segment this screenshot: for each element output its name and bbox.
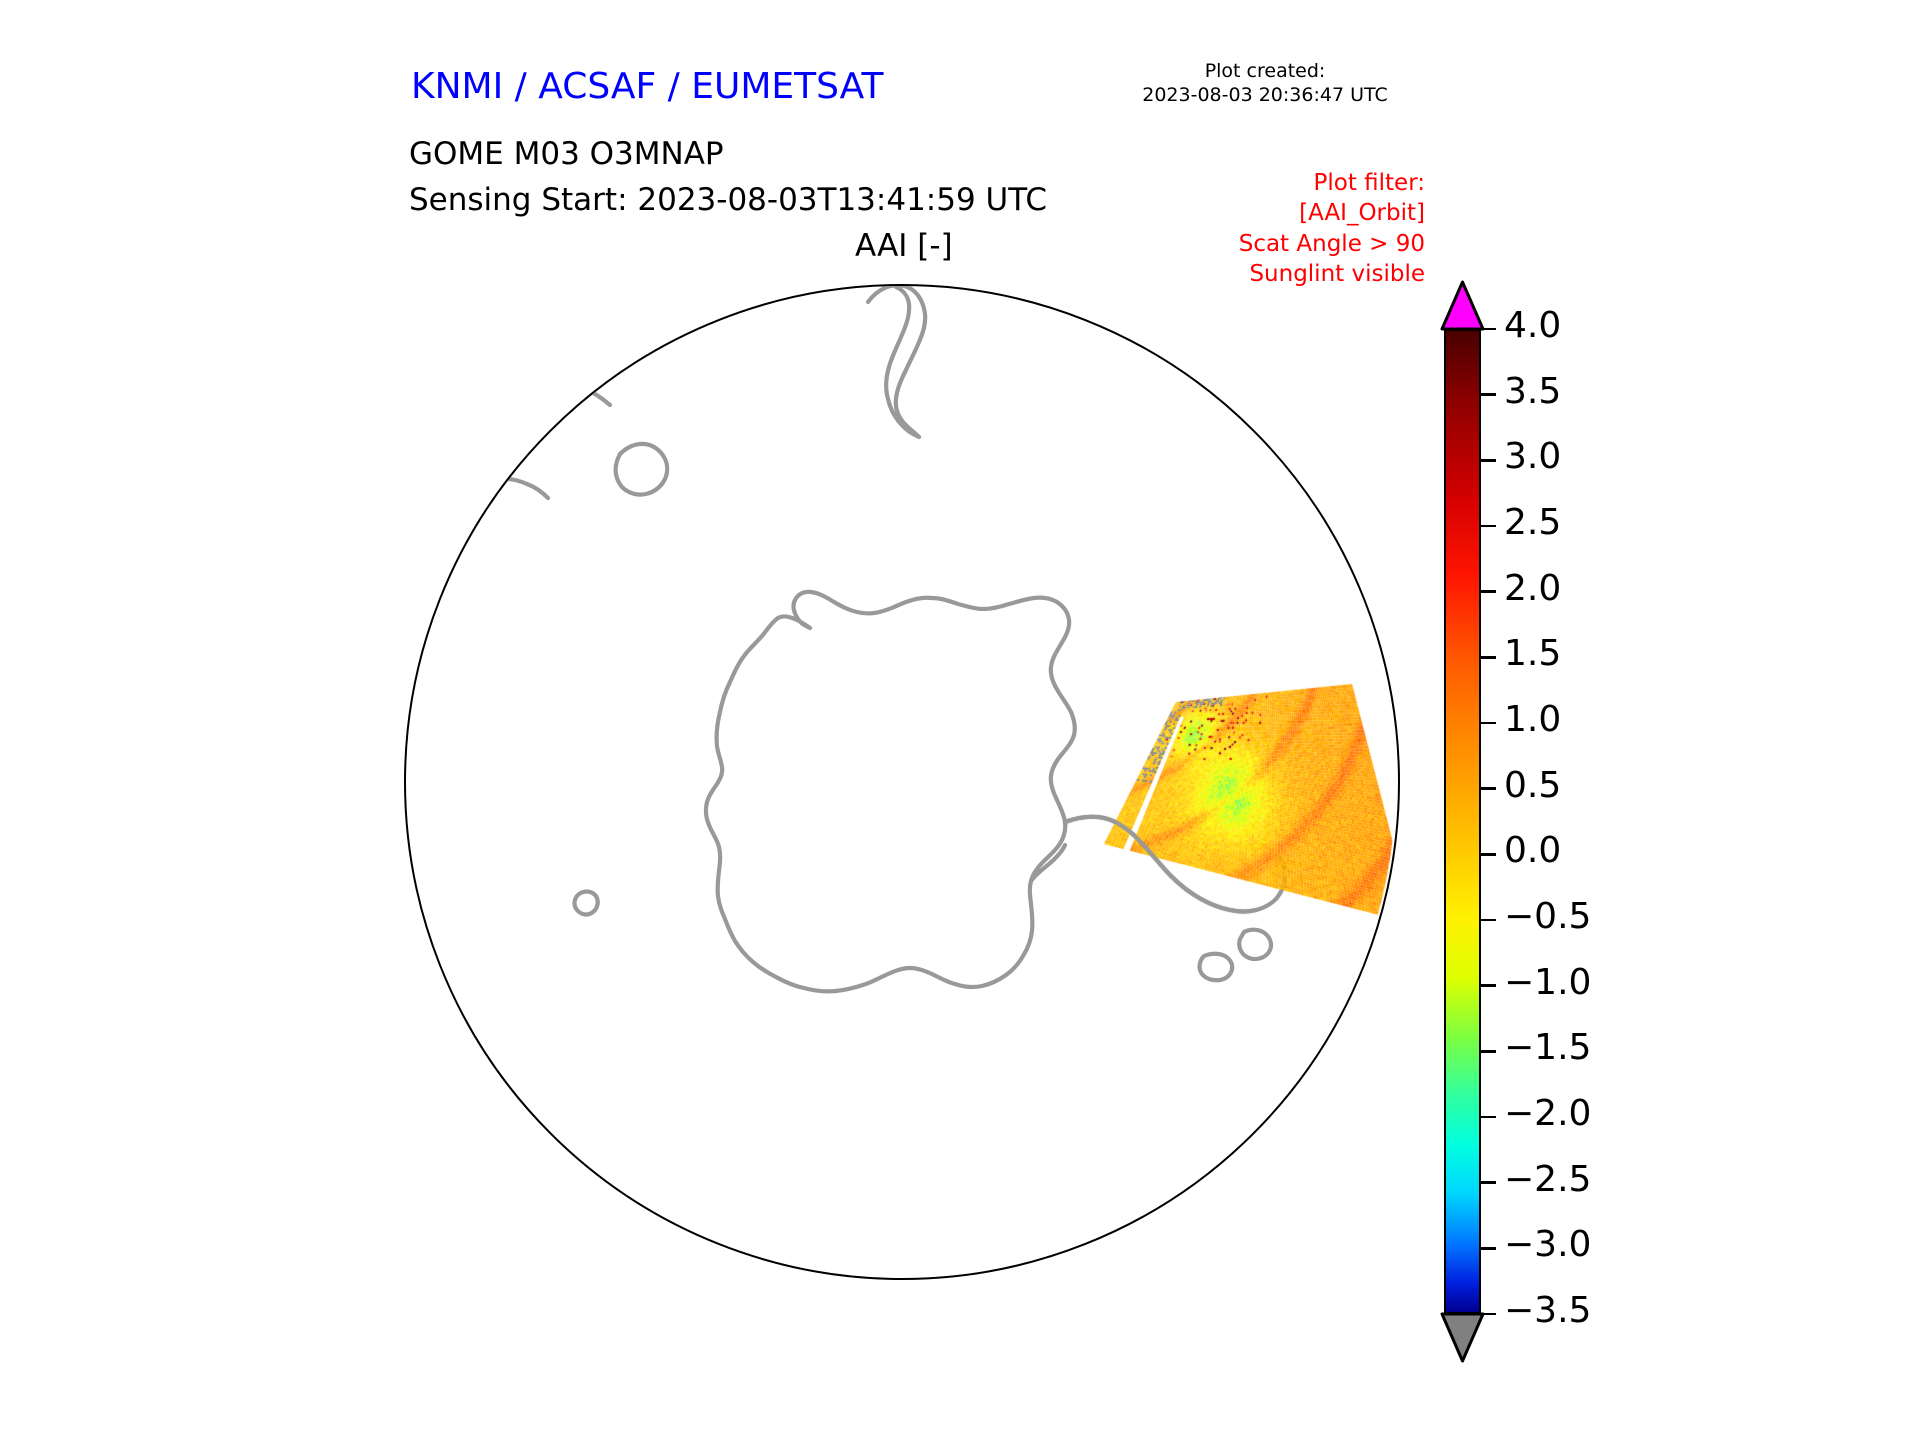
colorbar-tick-label: 3.0 — [1504, 436, 1562, 478]
south-coast-fragment — [511, 380, 613, 408]
colorbar-tick-label: −3.5 — [1504, 1290, 1592, 1331]
colorbar-tick-label: 3.5 — [1504, 370, 1562, 412]
colorbar-tick-mark — [1481, 1247, 1496, 1250]
plot-filter-line-2: Scat Angle > 90 — [1238, 230, 1425, 257]
antarctic-peninsula — [1062, 814, 1259, 914]
colorbar-tick-label: 2.0 — [1504, 567, 1562, 609]
colorbar-tick-mark — [1481, 853, 1496, 856]
new-zealand-east-coast — [884, 286, 922, 440]
colorbar-under-arrow — [1442, 1314, 1482, 1361]
colorbar-tick-label: 4.0 — [1504, 305, 1562, 346]
colorbar-tick-mark — [1481, 656, 1496, 659]
plot-filter-line-1: [AAI_Orbit] — [1299, 200, 1425, 227]
peninsula-islands — [1237, 927, 1274, 962]
colorbar-tick-label: 1.5 — [1504, 633, 1562, 675]
colorbar-tick-mark — [1481, 1115, 1496, 1119]
colorbar-tick-mark — [1481, 984, 1496, 987]
colorbar-tick-label: 0.5 — [1504, 764, 1562, 806]
antarctica-outline — [703, 589, 1077, 994]
plot-created-block: Plot created: 2023-08-03 20:36:47 UTC — [1105, 60, 1425, 108]
colorbar-tick-label: −0.5 — [1504, 896, 1592, 937]
product-label: GOME M03 O3MNAP — [409, 136, 724, 172]
coastlines — [463, 286, 1288, 994]
colorbar-tick-label: 2.5 — [1504, 502, 1562, 543]
colorbar-tick-mark — [1481, 459, 1496, 462]
plot-created-label: Plot created: — [1204, 60, 1326, 82]
tasmania-outline — [613, 441, 670, 497]
limb-coast-left — [463, 476, 551, 501]
colorbar-tick-label: 1.0 — [1504, 699, 1562, 740]
plot-filter-block: Plot filter: [AAI_Orbit] Scat Angle > 90… — [1105, 168, 1425, 289]
colorbar-over-arrow-outline — [1440, 280, 1485, 331]
colorbar-tick-mark — [1481, 590, 1496, 593]
colorbar-tick-label: −2.0 — [1504, 1093, 1592, 1134]
plot-filter-line-3: Sunglint visible — [1249, 261, 1425, 288]
colorbar-over-arrow — [1442, 282, 1482, 329]
colorbar-tick-mark — [1481, 918, 1496, 922]
plot-filter-line-0: Plot filter: — [1313, 170, 1425, 196]
colorbar-tick-label: 0.0 — [1504, 830, 1562, 872]
colorbar-tick-label: −1.5 — [1504, 1027, 1592, 1069]
new-zealand-south-island — [865, 286, 928, 440]
colorbar-under-arrow-outline — [1440, 1312, 1485, 1363]
colorbar-gradient — [1444, 329, 1481, 1314]
page-title: AAI [-] — [855, 228, 953, 264]
map-disc — [404, 284, 1400, 1280]
antarctic-inlet — [1028, 842, 1068, 884]
colorbar-tick-mark — [1481, 1050, 1496, 1053]
colorbar-tick-label: −3.0 — [1504, 1224, 1592, 1266]
colorbar-tick-mark — [1481, 1181, 1496, 1184]
south-shetland — [1197, 951, 1235, 983]
plot-created-time: 2023-08-03 20:36:47 UTC — [1142, 83, 1388, 106]
colorbar-tick-mark — [1481, 393, 1496, 396]
colorbar: 4.0 3.5 3.0 2.5 2.0 1.5 1.0 0.5 0.0 −0.5 −1.0 −1.5 −… — [1432, 280, 1732, 1363]
organisation-header: KNMI / ACSAF / EUMETSAT — [411, 66, 884, 107]
colorbar-tick-mark — [1481, 787, 1496, 790]
colorbar-tick-label: −2.5 — [1504, 1158, 1592, 1200]
peninsula-tip — [1253, 855, 1288, 913]
colorbar-tick-mark — [1481, 327, 1496, 331]
small-island-west — [572, 889, 600, 917]
sensing-start-label: Sensing Start: 2023-08-03T13:41:59 UTC — [409, 182, 1047, 218]
colorbar-tick-mark — [1481, 1312, 1496, 1316]
colorbar-tick-mark — [1481, 721, 1496, 725]
colorbar-tick-mark — [1481, 524, 1496, 528]
colorbar-tick-label: −1.0 — [1504, 961, 1592, 1003]
new-zealand-north-tip — [879, 286, 894, 289]
